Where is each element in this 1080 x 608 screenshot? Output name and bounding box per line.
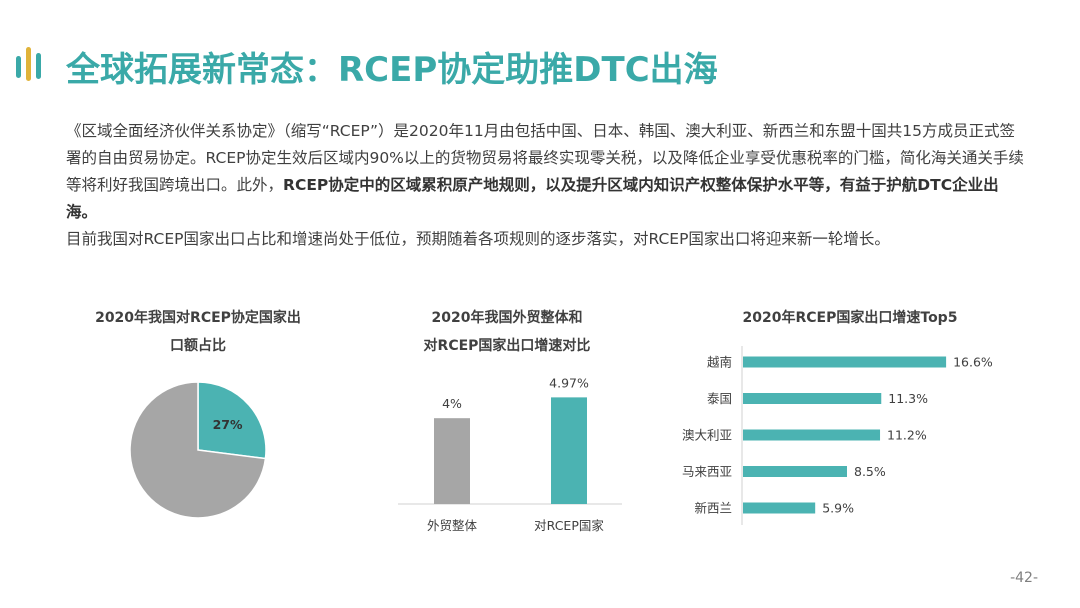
- top5-category-label: 新西兰: [694, 501, 732, 516]
- top5-bar: [743, 429, 881, 441]
- top5-bar: [743, 466, 847, 477]
- intro-text: 《区域全面经济伙伴关系协定》（缩写“RCEP”）是2020年11月由包括中国、日…: [66, 118, 1026, 253]
- growth-category-label: 外贸整体: [427, 518, 478, 533]
- top5-bar: [743, 356, 947, 368]
- pie-title-line-2: 口额占比: [170, 338, 226, 354]
- intro-paragraph-1: 《区域全面经济伙伴关系协定》（缩写“RCEP”）是2020年11月由包括中国、日…: [66, 118, 1026, 226]
- pie-slice-label: 27%: [213, 417, 243, 432]
- top5-bar: [743, 393, 882, 404]
- top5-category-label: 泰国: [707, 391, 732, 406]
- top5-value-label: 11.3%: [888, 391, 928, 406]
- top5-chart-title: 2020年RCEP国家出口增速Top5: [742, 310, 958, 326]
- intro-paragraph-2: 目前我国对RCEP国家出口占比和增速尚处于低位，预期随着各项规则的逐步落实，对R…: [66, 230, 890, 248]
- growth-title-line-1: 2020年我国外贸整体和: [431, 310, 583, 326]
- top5-category-label: 澳大利亚: [682, 428, 732, 443]
- growth-title-line-2: 对RCEP国家出口增速对比: [423, 338, 591, 354]
- pie-chart: 27%: [129, 381, 267, 519]
- pie-chart-title: 2020年我国对RCEP协定国家出 口额占比: [70, 304, 326, 360]
- growth-bar-chart-title: 2020年我国外贸整体和 对RCEP国家出口增速对比: [384, 304, 630, 360]
- logo-bars: [16, 44, 46, 84]
- intro-p1-bold: RCEP协定中的区域累积原产地规则，以及提升区域内知识产权整体保护水平等，有益于…: [66, 176, 999, 221]
- top5-category-label: 越南: [707, 355, 732, 370]
- top5-value-label: 8.5%: [854, 464, 886, 479]
- growth-bar-chart: 4% 外贸整体 4.97% 对RCEP国家: [398, 375, 622, 533]
- intro-p1-normal: 《区域全面经济伙伴关系协定》（缩写“RCEP”）是2020年11月由包括中国、日…: [66, 122, 1024, 194]
- growth-bar: [551, 397, 587, 504]
- growth-bar: [434, 418, 470, 504]
- page-title: 全球拓展新常态：RCEP协定助推DTC出海: [66, 50, 718, 90]
- top5-bar-chart: 越南 16.6% 泰国 11.3% 澳大利亚 11.2% 马来西亚 8.5% 新西兰 5.9%: [682, 346, 993, 525]
- top5-value-label: 11.2%: [887, 428, 927, 443]
- growth-bar-value-label: 4%: [442, 396, 462, 411]
- pie-slice: [129, 381, 267, 519]
- top5-category-label: 马来西亚: [682, 464, 732, 479]
- top5-value-label: 16.6%: [953, 355, 993, 370]
- pie-slice: [197, 381, 267, 460]
- logo-bar: [26, 47, 31, 81]
- top5-bar: [743, 502, 816, 514]
- top5-value-label: 5.9%: [822, 501, 854, 516]
- page-number: -42-: [1010, 570, 1038, 586]
- growth-bar-value-label: 4.97%: [549, 375, 589, 390]
- logo-bar: [36, 53, 41, 79]
- growth-category-label: 对RCEP国家: [534, 518, 604, 533]
- pie-title-line-1: 2020年我国对RCEP协定国家出: [95, 310, 301, 326]
- logo-bar: [16, 56, 21, 78]
